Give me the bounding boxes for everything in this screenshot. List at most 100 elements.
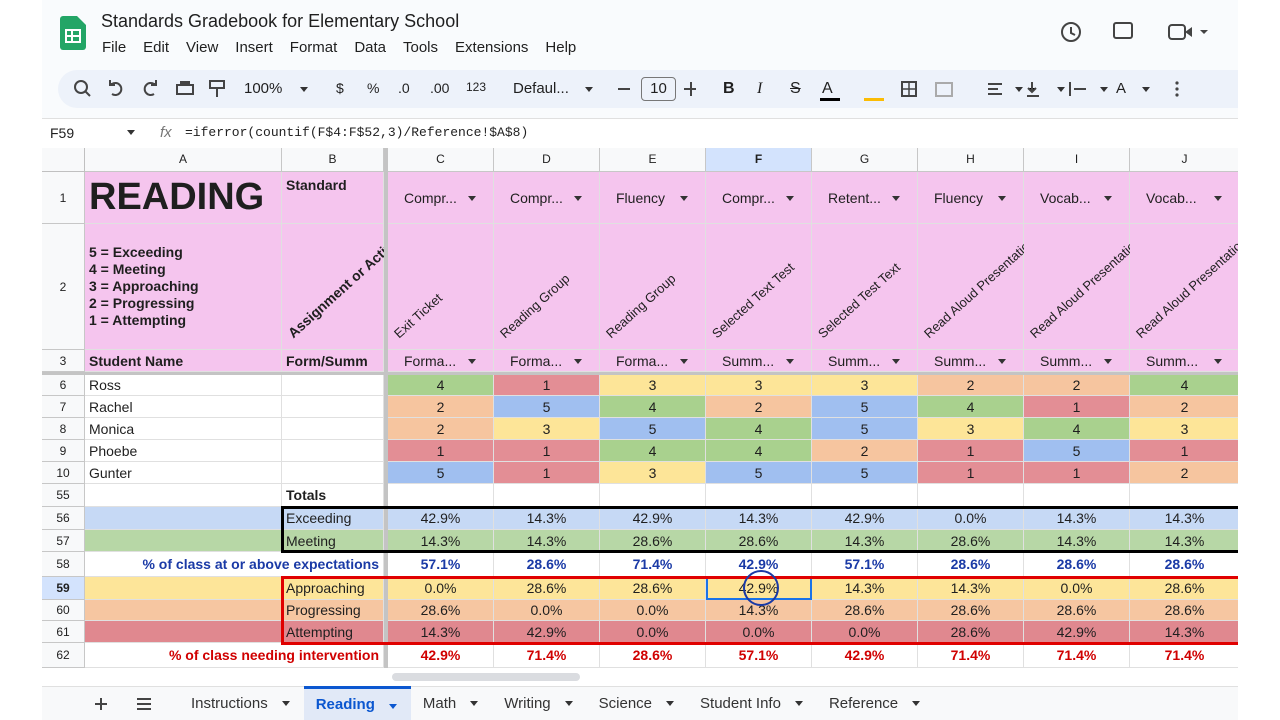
cell[interactable]: Forma... [494, 350, 600, 372]
cell[interactable] [85, 600, 282, 621]
cell[interactable]: 5 [600, 418, 706, 440]
menu-item[interactable]: Edit [143, 39, 170, 56]
cell[interactable]: Progressing [282, 600, 384, 621]
cell[interactable]: Student Name [85, 350, 282, 372]
menu-item[interactable]: Data [354, 39, 386, 56]
cell[interactable]: Standard [282, 172, 384, 224]
toolbar-font[interactable]: Defaul... [513, 80, 569, 97]
cell[interactable] [282, 374, 384, 396]
cell[interactable]: 28.6% [918, 552, 1024, 577]
cell[interactable]: 1 [494, 440, 600, 462]
cell[interactable]: Exit Ticket [388, 224, 494, 350]
toolbar-currency[interactable]: $ [336, 80, 344, 96]
cell[interactable]: 28.6% [918, 530, 1024, 552]
cell[interactable]: 14.3% [706, 600, 812, 621]
cell[interactable]: 57.1% [812, 552, 918, 577]
cell[interactable]: 28.6% [1024, 600, 1130, 621]
menu-item[interactable]: View [186, 39, 219, 56]
cell[interactable]: 42.9% [600, 507, 706, 530]
toolbar-text-color[interactable]: A [822, 80, 833, 97]
cell[interactable]: Gunter [85, 462, 282, 484]
cell[interactable]: Fluency [600, 172, 706, 224]
row-header[interactable]: 10 [42, 462, 85, 484]
cell[interactable]: 1 [918, 462, 1024, 484]
cell[interactable]: 3 [706, 374, 812, 396]
cell[interactable]: 4 [918, 396, 1024, 418]
cell[interactable]: 42.9% [494, 621, 600, 643]
cell[interactable]: Compr... [706, 172, 812, 224]
toolbar-zoom[interactable]: 100% [244, 80, 283, 97]
column-header[interactable]: H [918, 148, 1024, 172]
cell[interactable]: 2 [1024, 374, 1130, 396]
row-header[interactable]: 2 [42, 224, 85, 350]
cell[interactable]: 2 [706, 396, 812, 418]
name-box-caret[interactable] [127, 130, 135, 135]
font-size-box[interactable]: 10 [641, 77, 676, 101]
cell[interactable]: 0.0% [706, 621, 812, 643]
cell[interactable] [282, 418, 384, 440]
cell[interactable] [85, 621, 282, 643]
menu-item[interactable]: Insert [235, 39, 273, 56]
cell[interactable]: 0.0% [600, 600, 706, 621]
cell[interactable]: 5 [494, 396, 600, 418]
cell[interactable] [918, 484, 1024, 507]
cell[interactable]: Forma... [388, 350, 494, 372]
doc-title[interactable]: Standards Gradebook for Elementary Schoo… [101, 11, 460, 31]
cell[interactable]: Compr... [494, 172, 600, 224]
cell[interactable]: 2 [388, 396, 494, 418]
cell[interactable]: 1 [494, 374, 600, 396]
row-header[interactable]: 59 [42, 577, 85, 600]
menu-item[interactable]: Extensions [455, 39, 529, 56]
sheet-tab[interactable]: Reference [817, 686, 934, 720]
menu-item[interactable]: Format [289, 39, 338, 56]
sheet-tab[interactable]: Math [411, 686, 492, 720]
cell[interactable]: Reading Group [600, 224, 706, 350]
menu-item[interactable]: Tools [403, 39, 439, 56]
formula[interactable]: =iferror(countif(F$4:F$52,3)/Reference!$… [185, 125, 529, 140]
cell[interactable]: Approaching [282, 577, 384, 600]
row-header[interactable]: 1 [42, 172, 85, 224]
cell[interactable] [494, 484, 600, 507]
cell[interactable]: 28.6% [1130, 600, 1240, 621]
cell[interactable]: Vocab... [1130, 172, 1240, 224]
cell[interactable]: 2 [812, 440, 918, 462]
row-header[interactable]: 62 [42, 643, 85, 668]
menu-item[interactable]: File [102, 39, 127, 56]
toolbar-number-format[interactable]: 123 [466, 80, 487, 94]
sheet-tab[interactable]: Reading [303, 686, 411, 720]
cell[interactable]: 28.6% [1024, 552, 1130, 577]
cell[interactable]: Retent... [812, 172, 918, 224]
sheets-logo[interactable] [60, 16, 86, 50]
cell[interactable]: Compr... [388, 172, 494, 224]
cell[interactable]: 5 = Exceeding 4 = Meeting 3 = Approaching 2… [85, 224, 282, 350]
cell[interactable]: 42.9% [812, 643, 918, 668]
cell[interactable]: Summ... [706, 350, 812, 372]
cell[interactable]: 28.6% [600, 577, 706, 600]
cell[interactable]: 2 [1130, 462, 1240, 484]
cell[interactable]: Assignment or Activity [282, 224, 408, 350]
cell[interactable]: 3 [600, 374, 706, 396]
cell[interactable]: 1 [388, 440, 494, 462]
cell[interactable]: 57.1% [388, 552, 494, 577]
sheet-tab[interactable]: Science [587, 686, 688, 720]
cell[interactable]: Summ... [812, 350, 918, 372]
cell[interactable]: 1 [1024, 462, 1130, 484]
tab-bar-buttons[interactable] [90, 694, 160, 714]
row-header[interactable]: 60 [42, 600, 85, 621]
cell[interactable]: 14.3% [388, 530, 494, 552]
cell[interactable]: Forma... [600, 350, 706, 372]
cell[interactable]: 28.6% [494, 552, 600, 577]
column-header[interactable]: F [706, 148, 812, 172]
cell[interactable]: Read Aloud Presentation [918, 224, 1038, 350]
cell[interactable] [85, 484, 282, 507]
row-header[interactable]: 3 [42, 350, 85, 372]
sheet-tab[interactable]: Writing [492, 686, 586, 720]
cell[interactable]: 14.3% [918, 577, 1024, 600]
toolbar-percent[interactable]: % [367, 80, 380, 96]
row-header[interactable]: 7 [42, 396, 85, 418]
cell[interactable] [282, 440, 384, 462]
sheet-tab[interactable]: Student Info [688, 686, 817, 720]
sheet-tab[interactable]: Instructions [177, 686, 304, 720]
cell[interactable] [388, 484, 494, 507]
cell[interactable]: Fluency [918, 172, 1024, 224]
